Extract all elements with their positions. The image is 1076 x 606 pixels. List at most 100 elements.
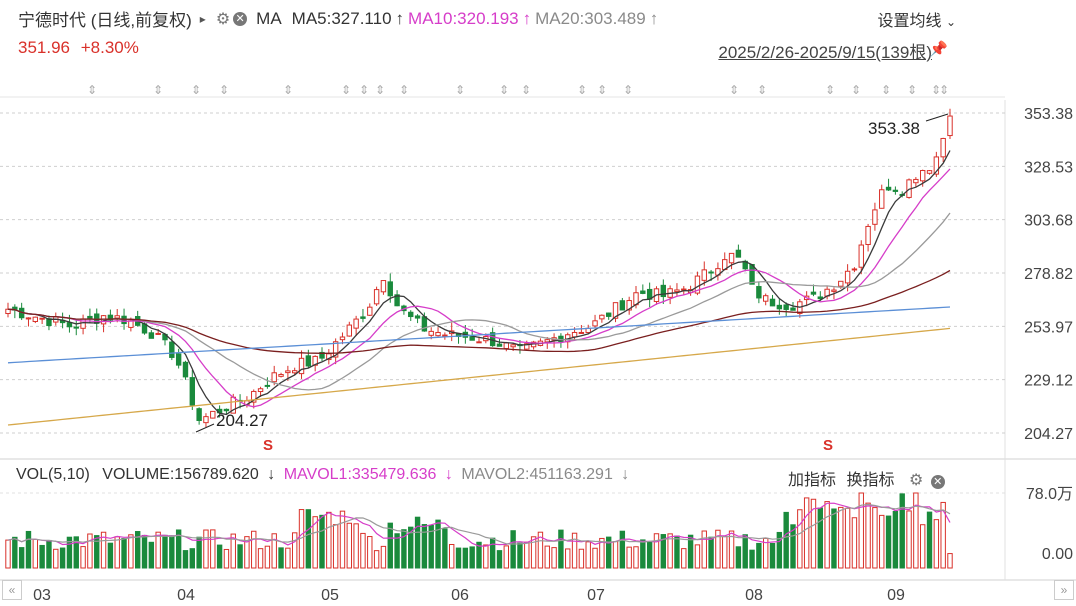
scroll-right-button[interactable]: »	[1054, 580, 1074, 600]
event-marker-icon: ⇕	[825, 83, 835, 97]
volume-bar	[489, 537, 496, 569]
volume-bar	[667, 533, 673, 569]
x-tick-label: 08	[745, 587, 763, 604]
candle	[39, 317, 45, 320]
volume-bar	[169, 535, 175, 569]
candle	[414, 315, 421, 319]
candle	[210, 410, 216, 419]
volume-bar	[332, 524, 339, 569]
volume-bar	[387, 522, 393, 569]
chart-header: 宁德时代 (日线,前复权) ▸ ⚙ ✕ MA MA5:327.110 ↑ MA1…	[18, 6, 662, 31]
candle	[298, 357, 305, 375]
scroll-left-button[interactable]: «	[2, 580, 22, 600]
event-marker-icon: ⇕	[283, 83, 293, 97]
gear-icon[interactable]: ⚙	[215, 10, 231, 28]
down-arrow-icon: ↓	[621, 466, 630, 483]
candle	[844, 270, 851, 284]
ma5-value: MA5:327.110	[291, 8, 392, 28]
volume-bar	[885, 515, 892, 569]
candle	[264, 384, 271, 387]
up-arrow-icon: ↑	[395, 8, 405, 28]
volume-bar	[216, 544, 223, 569]
volume-bar	[210, 529, 216, 569]
ma10-value: MA10:320.193	[408, 8, 519, 28]
candle	[387, 281, 393, 297]
volume-bar	[442, 528, 448, 569]
candle	[762, 295, 769, 302]
volume-bar	[53, 548, 59, 569]
volume-value: VOLUME:156789.620	[102, 466, 259, 483]
close-icon[interactable]: ✕	[930, 475, 945, 489]
candle	[332, 341, 339, 358]
volume-bar	[537, 531, 544, 569]
candle	[428, 330, 434, 336]
volume-bar	[653, 533, 660, 569]
add-indicator-button[interactable]: 加指标	[788, 472, 837, 489]
candle	[769, 298, 776, 307]
candle	[87, 315, 93, 319]
volume-bar	[865, 502, 871, 569]
candle	[367, 306, 373, 316]
volume-bar	[312, 516, 318, 569]
volume-bar	[612, 541, 619, 569]
event-marker-icon: ⇕	[881, 83, 891, 97]
change-percent: +8.30%	[80, 38, 139, 57]
switch-indicator-button[interactable]: 换指标	[846, 472, 895, 489]
pin-icon[interactable]: 📌	[929, 41, 948, 58]
candle	[619, 300, 626, 311]
volume-bar	[585, 541, 591, 569]
stock-title[interactable]: 宁德时代 (日线,前复权)	[18, 11, 192, 30]
event-marker-icon: ⇕	[87, 83, 97, 97]
candle	[169, 341, 175, 358]
candle	[196, 408, 202, 421]
volume-bar	[605, 536, 612, 569]
volume-bar	[776, 531, 783, 569]
x-tick-label: 04	[177, 587, 195, 604]
volume-bar	[291, 532, 298, 569]
volume-bar	[121, 538, 127, 569]
candle	[571, 331, 578, 338]
volume-tick-label: 78.0万	[1026, 486, 1073, 503]
date-range[interactable]: 2025/2/26-2025/9/15(139根)	[718, 43, 932, 62]
chevron-down-icon: ⌄	[945, 15, 956, 29]
candle	[660, 284, 667, 298]
volume-bar	[571, 532, 578, 569]
volume-bar	[39, 544, 45, 569]
candle	[865, 225, 871, 246]
ma20-value: MA20:303.489	[535, 8, 646, 28]
event-marker-icon: ⇕	[359, 83, 369, 97]
volume-bar	[421, 524, 428, 569]
volume-bar	[674, 535, 680, 569]
volume-bar	[66, 536, 73, 569]
volume-bar	[476, 541, 482, 569]
volume-tick-label: 0.00	[1042, 546, 1073, 563]
volume-bar	[25, 530, 32, 569]
event-marker-icon: ⇕	[907, 83, 917, 97]
up-arrow-icon: ↑	[522, 8, 532, 28]
candle	[469, 336, 475, 341]
expand-arrow-icon[interactable]: ▸	[199, 11, 206, 26]
volume-bar	[694, 544, 701, 569]
gear-icon[interactable]: ⚙	[908, 472, 924, 489]
candle	[373, 289, 380, 305]
volume-bar	[264, 545, 271, 569]
volume-bar	[646, 541, 653, 569]
event-marker-icon: ⇕	[851, 83, 861, 97]
candle	[947, 115, 953, 137]
candle	[285, 370, 291, 374]
candle	[776, 304, 783, 310]
set-ma-button[interactable]: 设置均线 ⌄	[877, 13, 956, 30]
mavol2-value: MAVOL2:451163.291	[461, 466, 613, 483]
y-tick-label: 278.82	[1024, 266, 1073, 283]
volume-bar	[448, 543, 455, 569]
volume-bar	[271, 533, 277, 569]
down-arrow-icon: ↓	[444, 466, 453, 483]
volume-bar	[155, 531, 161, 569]
x-tick-label: 06	[451, 587, 469, 604]
candle	[524, 343, 530, 350]
event-marker-icon: ⇕	[455, 83, 465, 97]
close-icon[interactable]: ✕	[233, 11, 248, 26]
volume-bar	[353, 523, 359, 569]
volume-tools: 加指标 换指标 ⚙ ✕	[788, 466, 948, 490]
candle	[32, 316, 39, 322]
